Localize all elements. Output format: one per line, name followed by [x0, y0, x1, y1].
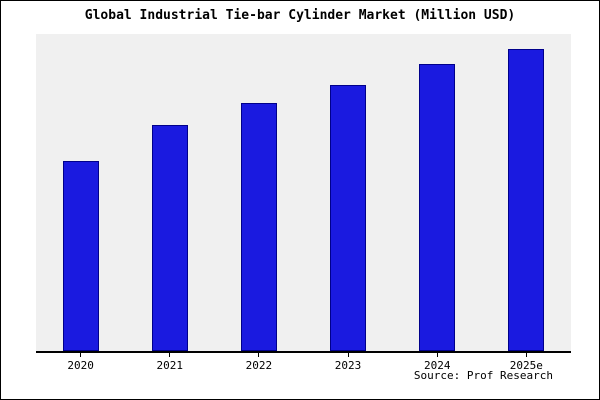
axis-tick: [347, 353, 349, 357]
x-label-slot: 2023: [330, 353, 366, 372]
bar-slot: [240, 34, 277, 351]
bar-2021: [151, 125, 188, 351]
x-tick-label-2020: 2020: [67, 359, 94, 372]
x-label-slot: 2025e: [508, 353, 544, 372]
source-note: Source: Prof Research: [413, 369, 553, 382]
x-label-slot: 2021: [152, 353, 188, 372]
bars: [36, 34, 571, 351]
bar-slot: [419, 34, 456, 351]
bar-slot: [151, 34, 188, 351]
axis-tick: [258, 353, 260, 357]
bar-2022: [240, 103, 277, 351]
x-tick-label-2021: 2021: [156, 359, 183, 372]
chart-title: Global Industrial Tie-bar Cylinder Marke…: [84, 8, 516, 23]
bar-2024: [419, 64, 456, 351]
axis-tick: [80, 353, 82, 357]
x-tick-label-2023: 2023: [334, 359, 362, 372]
bar-slot: [330, 34, 367, 351]
axis-tick: [436, 353, 438, 357]
axis-tick: [169, 353, 171, 357]
bar-2020: [62, 161, 99, 351]
x-tick-label-2022: 2022: [245, 359, 273, 372]
x-axis-labels: 2020 2021 2022 2023 2024 2025e: [36, 353, 571, 372]
x-label-slot: 2022: [241, 353, 277, 372]
bar-2025e: [508, 49, 545, 351]
x-tick-label-2024: 2024: [423, 359, 451, 372]
bar-slot: [62, 34, 99, 351]
bar-slot: [508, 34, 545, 351]
bar-2023: [330, 85, 367, 351]
x-label-slot: 2020: [63, 353, 99, 372]
x-tick-label-2025e: 2025e: [509, 359, 543, 372]
plot-area: [36, 34, 571, 353]
axis-tick: [525, 353, 527, 357]
x-label-slot: 2024: [419, 353, 455, 372]
